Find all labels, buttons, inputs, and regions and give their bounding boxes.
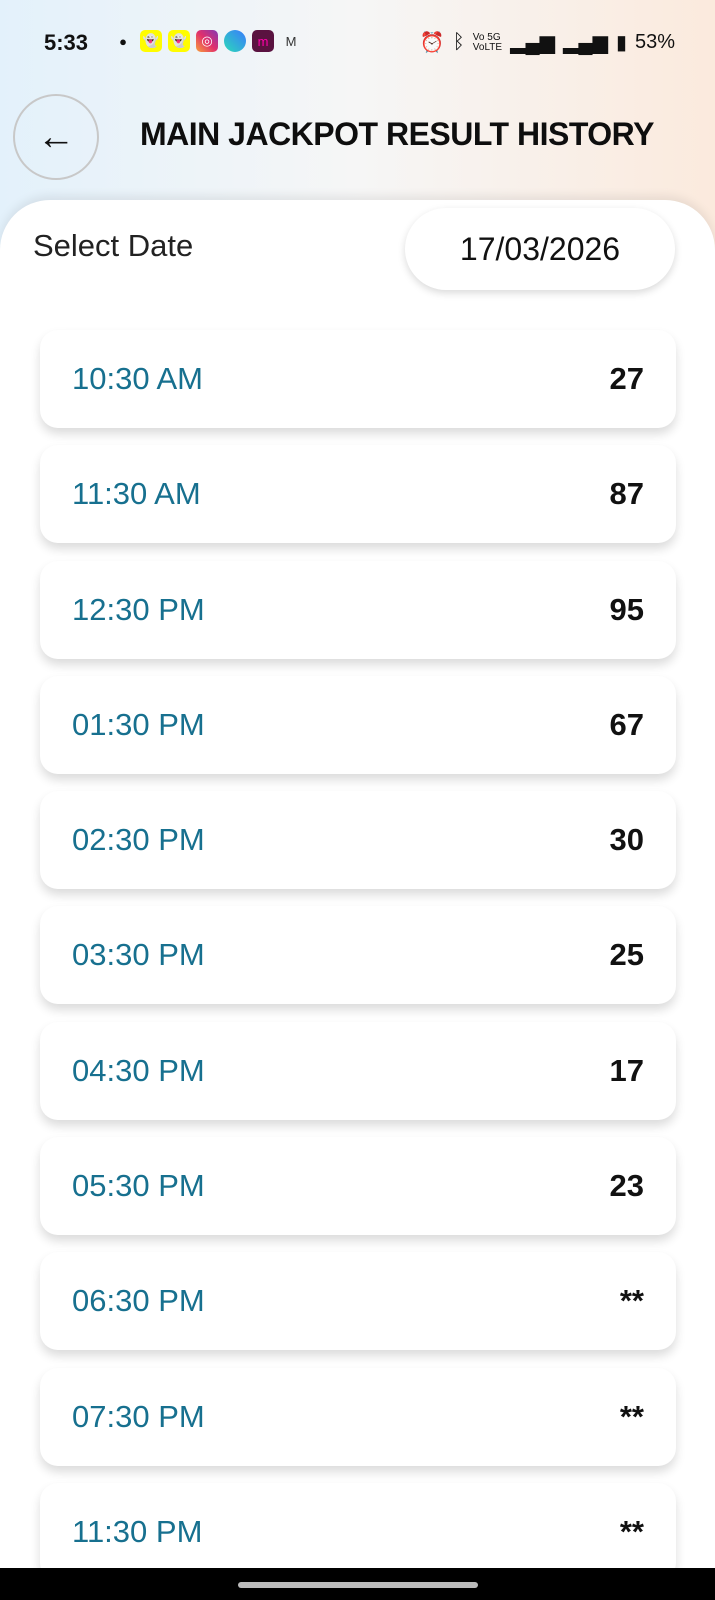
page-title: MAIN JACKPOT RESULT HISTORY: [140, 116, 654, 152]
result-time: 11:30 AM: [72, 476, 201, 512]
battery-icon: ▮: [615, 32, 627, 54]
results-list: 10:30 AM 27 11:30 AM 87 12:30 PM 95 01:30 PM 67…: [40, 330, 676, 1598]
meesho-icon: m: [252, 30, 274, 52]
status-bar: 5:33 ● 👻 👻 ◎ m M ⏰ ᛒ Vo 5G VoLTE ▂▄▆ ▂▄▆ …: [0, 0, 715, 90]
5g-signal-icon: ▂▄▆: [510, 32, 556, 54]
result-row[interactable]: 11:30 AM 87: [40, 445, 676, 544]
result-row[interactable]: 05:30 PM 23: [40, 1137, 676, 1236]
result-row[interactable]: 12:30 PM 95: [40, 560, 676, 659]
result-value: 67: [609, 706, 644, 742]
volte-icon: Vo 5G VoLTE: [472, 31, 503, 53]
home-handle[interactable]: [238, 1582, 478, 1588]
result-value: **: [619, 1283, 644, 1319]
arrow-left-icon: ←: [37, 115, 75, 158]
alarm-icon: ⏰: [419, 32, 445, 54]
content-sheet: [0, 200, 715, 1600]
result-value: 87: [609, 476, 644, 512]
result-value: **: [619, 1398, 644, 1434]
result-value: 17: [609, 1052, 644, 1088]
messenger-icon: [224, 30, 246, 52]
signal-icon: ▂▄▆: [563, 32, 608, 54]
result-time: 06:30 PM: [72, 1283, 205, 1319]
snapchat-icon: 👻: [140, 30, 162, 52]
result-value: 95: [609, 591, 644, 627]
result-row[interactable]: 03:30 PM 25: [40, 906, 676, 1005]
date-picker-button[interactable]: 17/03/2026: [405, 208, 675, 290]
result-value: 25: [609, 937, 644, 973]
result-time: 03:30 PM: [72, 937, 205, 973]
result-time: 02:30 PM: [72, 822, 205, 858]
result-value: 23: [609, 1168, 644, 1204]
result-value: 30: [609, 822, 644, 858]
result-row[interactable]: 01:30 PM 67: [40, 675, 676, 774]
bluetooth-icon: ᛒ: [452, 31, 465, 53]
system-icons: ⏰ ᛒ Vo 5G VoLTE ▂▄▆ ▂▄▆ ▮ 53%: [420, 30, 675, 55]
result-time: 05:30 PM: [72, 1168, 205, 1204]
result-row[interactable]: 10:30 AM 27: [40, 330, 676, 428]
result-row[interactable]: 04:30 PM 17: [40, 1021, 676, 1120]
result-time: 04:30 PM: [72, 1052, 205, 1088]
result-row[interactable]: 07:30 PM **: [40, 1367, 676, 1466]
result-time: 07:30 PM: [72, 1398, 205, 1434]
gmail-icon: M: [285, 33, 297, 49]
result-value: 27: [609, 361, 644, 396]
chat-icon: ●: [119, 33, 127, 49]
result-row[interactable]: 02:30 PM 30: [40, 791, 676, 890]
battery-percent: 53%: [634, 31, 675, 53]
back-button[interactable]: ←: [13, 94, 99, 180]
navigation-bar: [0, 1568, 715, 1600]
result-row[interactable]: 11:30 PM **: [40, 1482, 676, 1581]
result-time: 10:30 AM: [72, 361, 203, 396]
status-time: 5:33: [44, 30, 89, 55]
instagram-icon: ◎: [196, 30, 218, 52]
result-time: 01:30 PM: [72, 706, 205, 742]
result-time: 12:30 PM: [72, 591, 205, 627]
result-value: **: [619, 1513, 644, 1549]
result-time: 11:30 PM: [72, 1513, 203, 1549]
select-date-label: Select Date: [33, 228, 194, 263]
notification-icons: ● 👻 👻 ◎ m M: [112, 30, 302, 52]
snapchat-icon: 👻: [168, 30, 190, 52]
result-row[interactable]: 06:30 PM **: [40, 1252, 676, 1351]
